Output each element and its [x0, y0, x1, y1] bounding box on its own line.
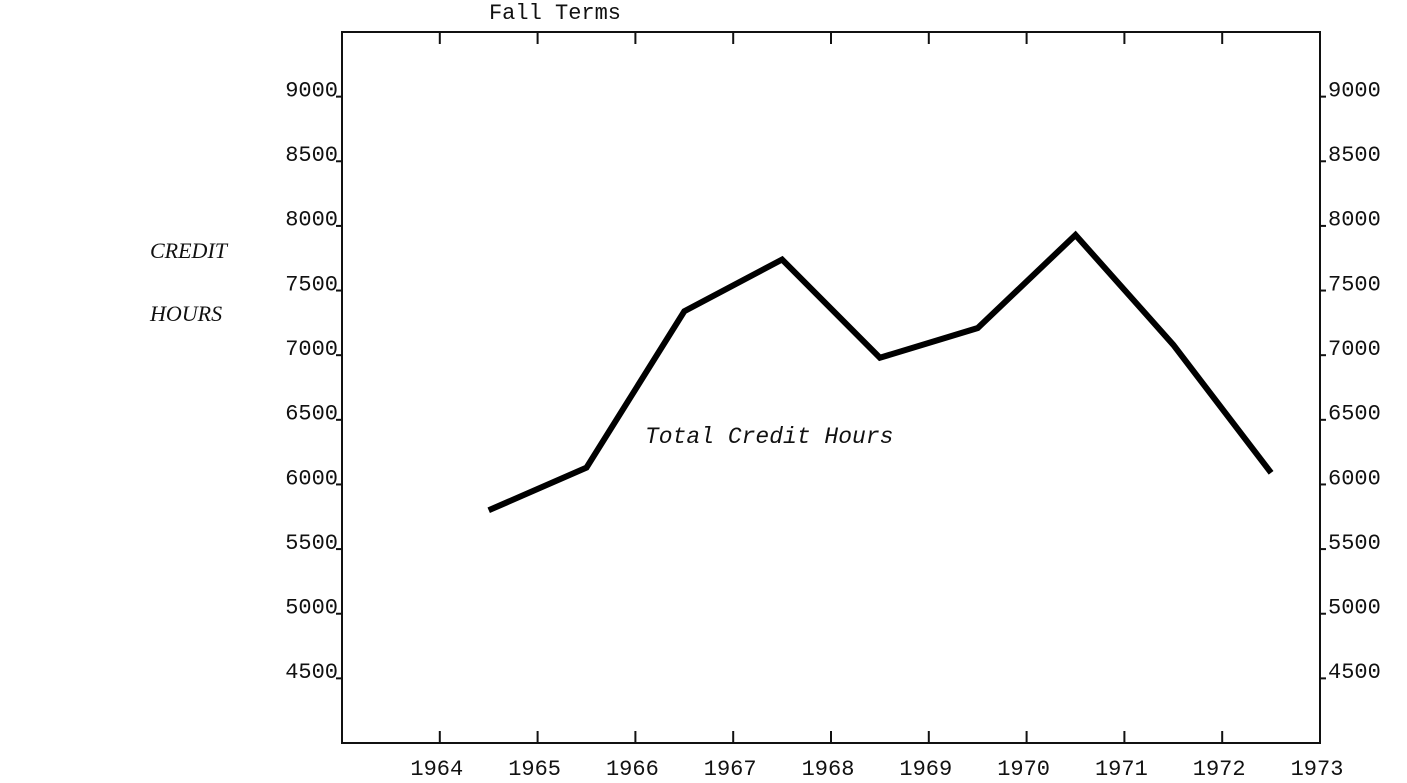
- x-tick-label: 1972: [1193, 757, 1246, 782]
- y-tick-label: 6500: [285, 402, 338, 427]
- y-tick-label: 4500: [285, 660, 338, 685]
- y-tick-label: 9000: [285, 78, 338, 103]
- x-tick-label: 1968: [802, 757, 855, 782]
- y2-tick-label: 7500: [1328, 272, 1381, 297]
- y2-tick-label: 7000: [1328, 337, 1381, 362]
- y-tick-label: 5500: [285, 531, 338, 556]
- line-annotation: Total Credit Hours: [645, 424, 893, 450]
- chart-title: Fall Terms: [489, 1, 621, 26]
- y-tick-label: 7500: [285, 272, 338, 297]
- y2-tick-label: 8000: [1328, 208, 1381, 233]
- y2-tick-label: 5000: [1328, 596, 1381, 621]
- y-tick-label: 8500: [285, 143, 338, 168]
- x-tick-label: 1970: [997, 757, 1050, 782]
- x-tick-label: 1965: [508, 757, 561, 782]
- y-tick-label: 7000: [285, 337, 338, 362]
- x-tick-label: 1969: [899, 757, 952, 782]
- y-tick-label: 8000: [285, 208, 338, 233]
- x-tick-label: 1973: [1291, 757, 1344, 782]
- y-tick-label: 6000: [285, 466, 338, 491]
- y2-tick-label: 6500: [1328, 402, 1381, 427]
- y2-tick-label: 4500: [1328, 660, 1381, 685]
- x-tick-label: 1966: [606, 757, 659, 782]
- y2-tick-label: 8500: [1328, 143, 1381, 168]
- plot-frame: [341, 31, 1321, 744]
- y-tick-label: 5000: [285, 596, 338, 621]
- x-tick-label: 1967: [704, 757, 757, 782]
- y-axis-label: CREDIT: [150, 238, 229, 263]
- y2-tick-label: 5500: [1328, 531, 1381, 556]
- x-tick-label: 1971: [1095, 757, 1148, 782]
- y-axis-label: HOURS: [149, 301, 222, 326]
- x-tick-label: 1964: [410, 757, 463, 782]
- y2-tick-label: 9000: [1328, 78, 1381, 103]
- data-line: [487, 230, 1274, 514]
- y2-tick-label: 6000: [1328, 466, 1381, 491]
